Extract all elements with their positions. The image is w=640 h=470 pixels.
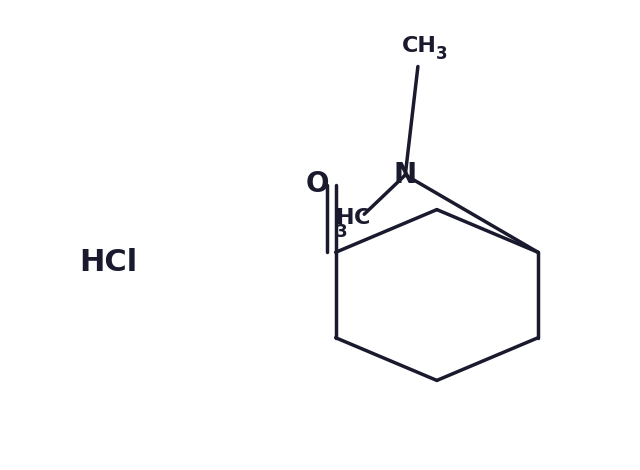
Text: 3: 3: [436, 45, 448, 63]
Text: 3: 3: [336, 223, 348, 241]
Text: CH: CH: [403, 36, 437, 56]
Text: H: H: [336, 208, 355, 228]
Text: N: N: [394, 161, 417, 189]
Text: O: O: [306, 171, 330, 198]
Text: C: C: [353, 208, 370, 228]
Text: HCl: HCl: [79, 248, 138, 277]
